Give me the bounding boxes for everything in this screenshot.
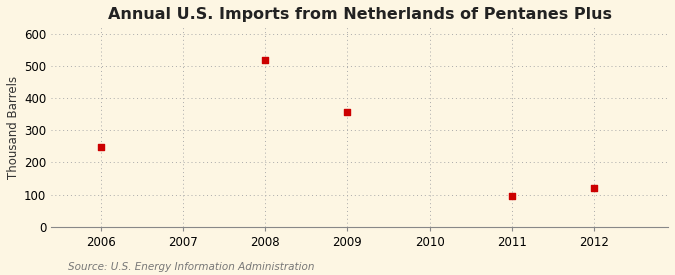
- Point: [589, 186, 599, 190]
- Text: Source: U.S. Energy Information Administration: Source: U.S. Energy Information Administ…: [68, 262, 314, 272]
- Point: [342, 110, 353, 114]
- Point: [95, 145, 106, 149]
- Title: Annual U.S. Imports from Netherlands of Pentanes Plus: Annual U.S. Imports from Netherlands of …: [107, 7, 612, 22]
- Y-axis label: Thousand Barrels: Thousand Barrels: [7, 75, 20, 178]
- Point: [506, 193, 517, 198]
- Point: [260, 57, 271, 62]
